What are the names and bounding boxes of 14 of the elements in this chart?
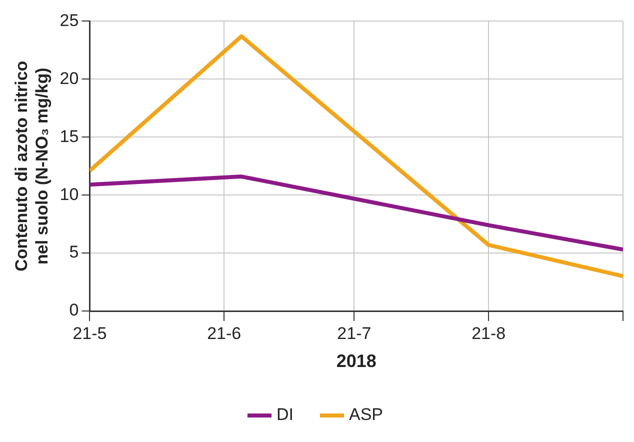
x-tick-label: 21-6 [207,324,242,343]
y-tick-label: 20 [60,68,79,88]
legend-label: DI [276,405,294,424]
x-tick-label: 21-5 [72,324,107,343]
x-tick-label: 21-8 [472,324,506,343]
y-tick-label: 15 [60,126,79,146]
y-tick-label: 0 [69,300,79,320]
legend-label: ASP [348,405,384,424]
y-tick-label: 10 [60,184,79,204]
x-tick-label: 21-7 [337,324,372,343]
y-tick-label: 5 [69,242,79,262]
y-tick-label: 25 [60,10,79,30]
y-axis-title: Contenuto di azoto nitrico nel suolo (N-NO₃ mg/kg) [12,60,52,272]
x-axis-title: 2018 [336,351,376,372]
